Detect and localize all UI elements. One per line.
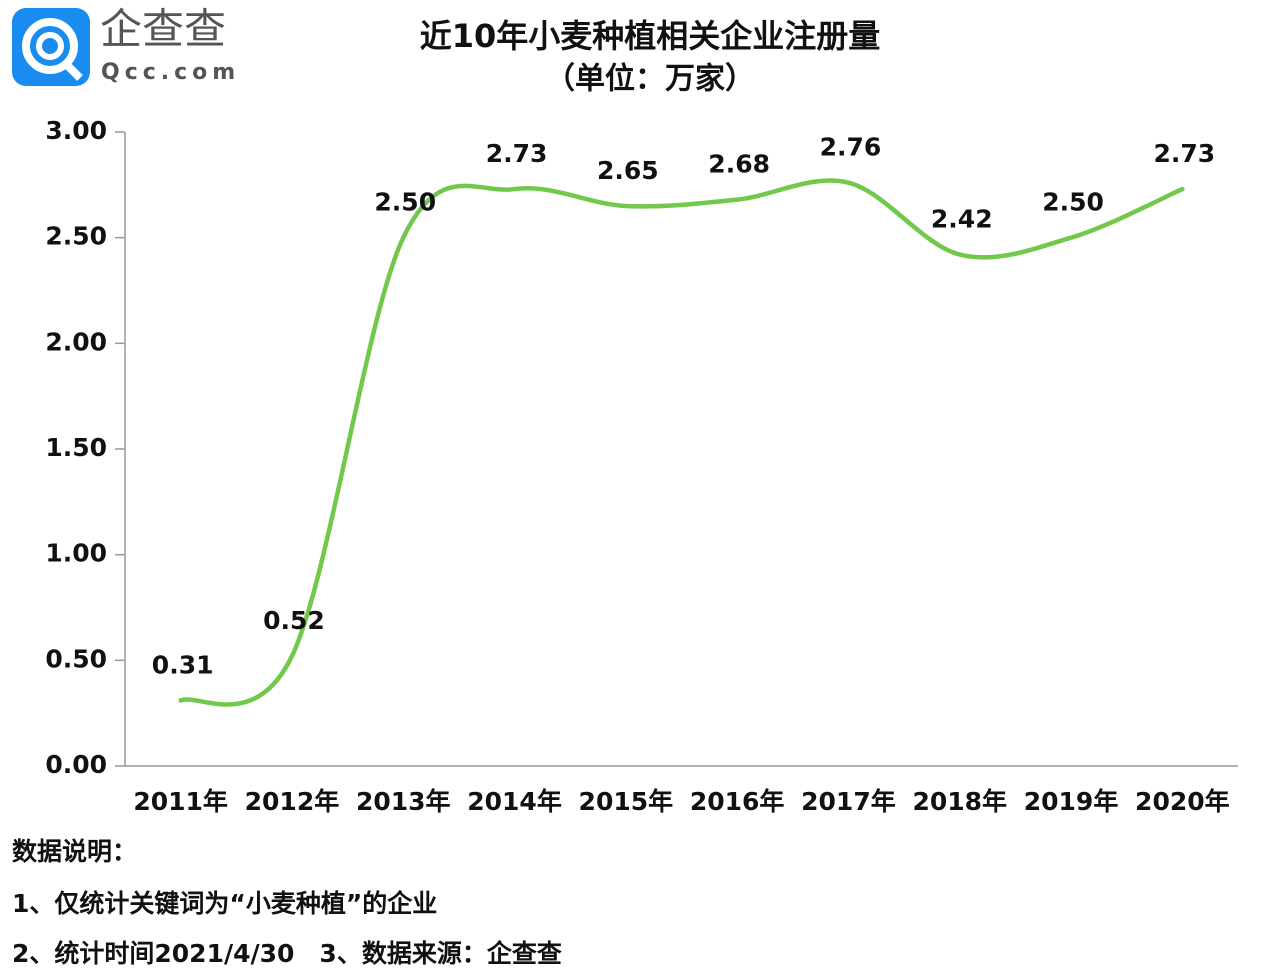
line bbox=[178, 178, 1185, 707]
note: 2、统计时间2021/4/30 3、数据来源：企查查 bbox=[12, 939, 562, 968]
logo-name: 企查查 bbox=[100, 5, 226, 54]
x-tick-label: 2019年 bbox=[1024, 787, 1119, 816]
data-label: 2.68 bbox=[708, 150, 770, 179]
x-tick-label: 2014年 bbox=[467, 787, 562, 816]
data-label: 0.31 bbox=[152, 650, 214, 679]
y-tick-label: 1.00 bbox=[45, 539, 107, 568]
data-label: 2.50 bbox=[1042, 188, 1104, 217]
note: 1、仅统计关键词为“小麦种植”的企业 bbox=[12, 889, 437, 918]
y-tick-label: 2.50 bbox=[45, 222, 107, 251]
x-tick-label: 2011年 bbox=[133, 787, 228, 816]
x-tick-label: 2012年 bbox=[245, 787, 340, 816]
logo-handle bbox=[61, 59, 83, 81]
x-tick-label: 2018年 bbox=[912, 787, 1007, 816]
data-label: 0.52 bbox=[263, 606, 325, 635]
note: 数据说明： bbox=[12, 837, 137, 866]
x-tick-label: 2016年 bbox=[690, 787, 785, 816]
data-label: 2.50 bbox=[374, 188, 436, 217]
chart-title: 近10年小麦种植相关企业注册量 bbox=[420, 17, 881, 55]
x-tick-label: 2013年 bbox=[356, 787, 451, 816]
data-label: 2.65 bbox=[597, 156, 659, 185]
data-label: 2.76 bbox=[820, 133, 882, 162]
logo: 企查查 Qcc.com bbox=[12, 5, 240, 86]
x-tick-label: 2017年 bbox=[801, 787, 896, 816]
logo-inner bbox=[36, 32, 64, 60]
logo-ring bbox=[22, 18, 78, 74]
x-tick-label: 2020年 bbox=[1135, 787, 1230, 816]
y-tick-label: 2.00 bbox=[45, 327, 107, 356]
chart-subtitle: （单位：万家） bbox=[545, 62, 755, 97]
data-label: 2.73 bbox=[1154, 139, 1216, 168]
y-tick-label: 1.50 bbox=[45, 433, 107, 462]
logo-domain: Qcc.com bbox=[101, 60, 240, 85]
y-tick-label: 0.00 bbox=[45, 750, 107, 779]
y-tick-label: 3.00 bbox=[45, 116, 107, 145]
data-label: 2.42 bbox=[931, 205, 993, 234]
y-tick-label: 0.50 bbox=[45, 644, 107, 673]
x-tick-label: 2015年 bbox=[579, 787, 674, 816]
data-label: 2.73 bbox=[486, 139, 548, 168]
